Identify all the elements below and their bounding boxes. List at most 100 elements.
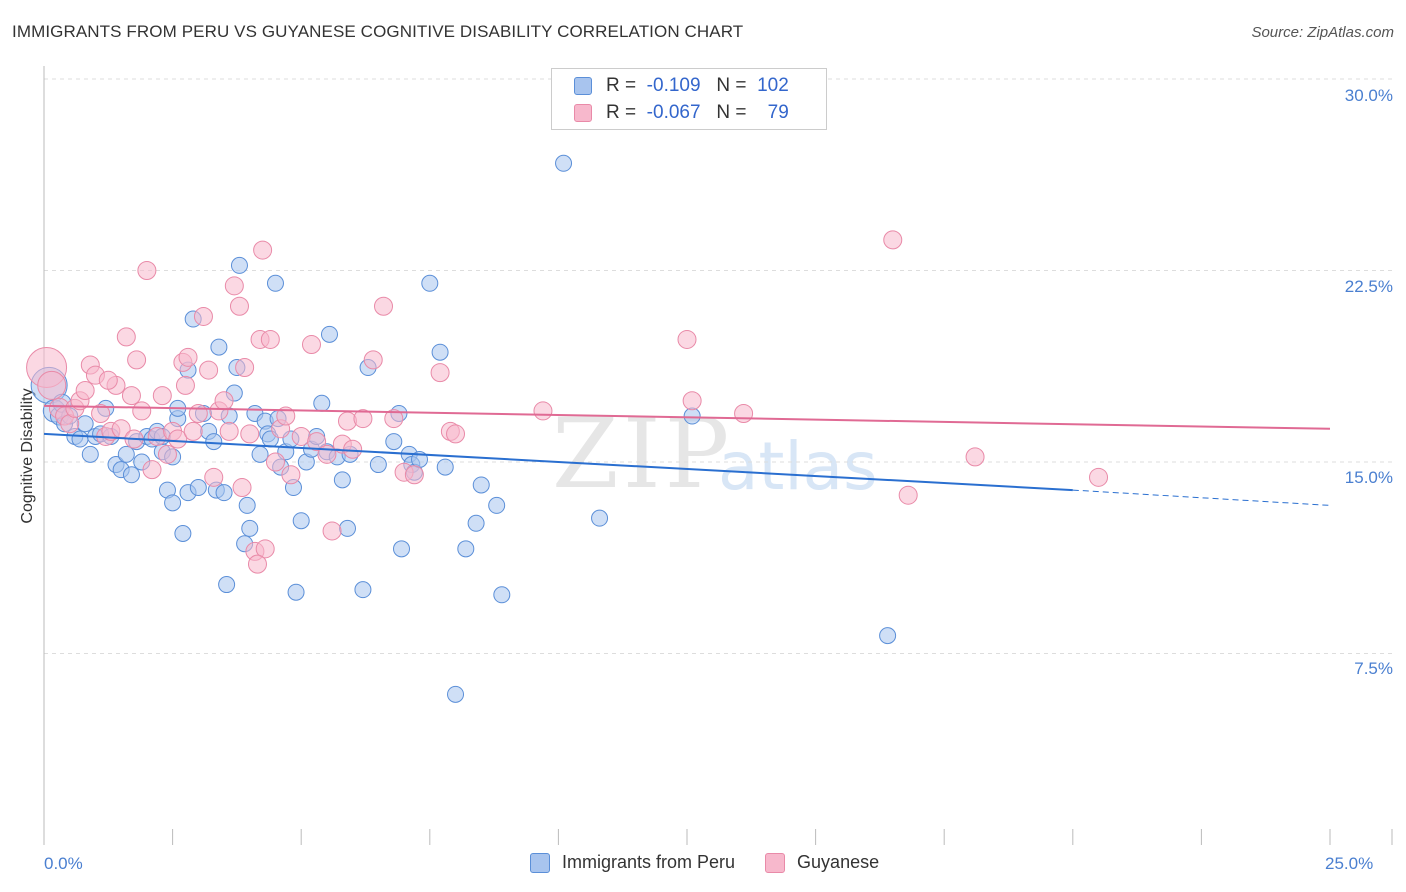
n-value-guyanese: 79 bbox=[767, 102, 789, 123]
guyanese-point-71 bbox=[898, 485, 918, 505]
peru-point-95 bbox=[879, 627, 897, 645]
n-value-peru: 102 bbox=[757, 75, 789, 96]
peru-trend-extension bbox=[1072, 489, 1331, 506]
guyanese-point-47 bbox=[276, 406, 296, 426]
peru-point-41 bbox=[218, 576, 236, 594]
y-tick-label-30: 30.0% bbox=[1344, 86, 1393, 105]
peru-point-91 bbox=[555, 154, 573, 172]
guyanese-point-27 bbox=[178, 347, 198, 367]
watermark-atlas: atlas bbox=[718, 428, 878, 505]
guyanese-point-43 bbox=[255, 539, 275, 559]
peru-point-40 bbox=[215, 484, 233, 502]
peru-point-54 bbox=[266, 274, 284, 292]
guyanese-point-48 bbox=[281, 465, 301, 485]
peru-point-8 bbox=[76, 415, 94, 433]
guyanese-point-50 bbox=[301, 335, 321, 355]
guyanese-point-45 bbox=[265, 452, 285, 472]
guyanese-swatch-icon bbox=[574, 104, 592, 122]
n-label: N = bbox=[716, 75, 747, 96]
guyanese-point-36 bbox=[224, 276, 244, 296]
y-tick-label-7-5: 7.5% bbox=[1354, 659, 1393, 678]
guyanese-point-53 bbox=[322, 521, 342, 541]
guyanese-point-70 bbox=[883, 230, 903, 250]
guyanese-point-39 bbox=[240, 424, 260, 444]
peru-point-84 bbox=[436, 458, 454, 476]
legend-item-guyanese[interactable]: Guyanese bbox=[765, 852, 879, 873]
guyanese-point-38 bbox=[235, 358, 255, 378]
peru-point-50 bbox=[251, 445, 269, 463]
y-tick-label-22-5: 22.5% bbox=[1344, 277, 1393, 296]
chart-title: IMMIGRANTS FROM PERU VS GUYANESE COGNITI… bbox=[12, 22, 744, 41]
peru-point-65 bbox=[313, 394, 331, 412]
guyanese-point-10 bbox=[91, 403, 111, 423]
r-value-guyanese: -0.067 bbox=[646, 102, 701, 123]
peru-point-39 bbox=[210, 338, 228, 356]
legend-label-guyanese: Guyanese bbox=[797, 852, 880, 872]
peru-point-30 bbox=[174, 524, 192, 542]
peru-point-77 bbox=[393, 540, 411, 558]
peru-point-82 bbox=[421, 274, 439, 292]
y-tick-label-15: 15.0% bbox=[1344, 468, 1393, 487]
guyanese-point-1 bbox=[37, 370, 67, 400]
guyanese-point-19 bbox=[137, 261, 157, 280]
peru-point-17 bbox=[122, 466, 140, 484]
x-tick-label-25: 25.0% bbox=[1325, 854, 1374, 873]
guyanese-point-35 bbox=[219, 421, 239, 441]
guyanese-point-62 bbox=[404, 465, 424, 485]
guyanese-point-17 bbox=[127, 350, 147, 370]
guyanese-point-25 bbox=[168, 429, 188, 449]
guyanese-point-37 bbox=[229, 296, 249, 316]
peru-point-74 bbox=[369, 456, 387, 474]
guyanese-point-66 bbox=[533, 401, 553, 421]
guyanese-point-34 bbox=[214, 391, 234, 411]
guyanese-point-59 bbox=[374, 296, 394, 316]
peru-point-27 bbox=[164, 494, 182, 512]
legend-item-peru[interactable]: Immigrants from Peru bbox=[530, 852, 735, 873]
r-label: R = bbox=[606, 102, 637, 123]
guyanese-point-67 bbox=[677, 329, 697, 349]
legend-label-peru: Immigrants from Peru bbox=[562, 852, 736, 872]
r-value-peru: -0.109 bbox=[646, 75, 701, 96]
peru-point-69 bbox=[333, 471, 351, 489]
guyanese-point-44 bbox=[260, 329, 280, 349]
guyanese-point-56 bbox=[343, 439, 363, 459]
peru-point-70 bbox=[338, 519, 356, 537]
peru-point-87 bbox=[467, 514, 485, 532]
guyanese-point-73 bbox=[1089, 467, 1109, 487]
legend-row-guyanese: R = -0.067 N = 79 bbox=[574, 101, 789, 125]
guyanese-point-32 bbox=[204, 467, 224, 487]
guyanese-point-18 bbox=[132, 401, 152, 421]
peru-point-9 bbox=[81, 445, 99, 463]
guyanese-point-23 bbox=[157, 444, 177, 464]
peru-point-75 bbox=[385, 433, 403, 451]
guyanese-point-78 bbox=[98, 370, 118, 390]
guyanese-point-69 bbox=[734, 403, 754, 423]
peru-point-47 bbox=[238, 496, 256, 514]
peru-point-48 bbox=[241, 519, 259, 537]
guyanese-point-60 bbox=[384, 409, 404, 429]
n-label: N = bbox=[716, 102, 747, 123]
guyanese-legend-swatch-icon bbox=[765, 852, 786, 873]
guyanese-point-42 bbox=[253, 240, 273, 260]
peru-point-34 bbox=[189, 479, 207, 497]
peru-point-16 bbox=[117, 445, 135, 463]
correlation-legend: R = -0.109 N = 102 R = -0.067 N = 79 bbox=[551, 68, 827, 130]
peru-point-60 bbox=[287, 583, 305, 601]
peru-point-94 bbox=[683, 407, 701, 425]
peru-point-88 bbox=[472, 476, 490, 494]
guyanese-point-74 bbox=[247, 554, 267, 574]
peru-point-61 bbox=[292, 512, 310, 530]
peru-point-89 bbox=[493, 586, 511, 604]
x-tick-label-0: 0.0% bbox=[44, 854, 83, 873]
guyanese-point-51 bbox=[307, 432, 327, 452]
guyanese-point-7 bbox=[75, 381, 95, 401]
guyanese-point-68 bbox=[682, 391, 702, 411]
series-legend: Immigrants from Peru Guyanese bbox=[530, 852, 909, 873]
legend-row-peru: R = -0.109 N = 102 bbox=[574, 74, 789, 98]
guyanese-point-15 bbox=[116, 327, 136, 347]
guyanese-point-76 bbox=[175, 375, 195, 395]
peru-point-92 bbox=[591, 509, 609, 527]
guyanese-point-75 bbox=[232, 478, 252, 498]
guyanese-point-28 bbox=[183, 421, 203, 441]
